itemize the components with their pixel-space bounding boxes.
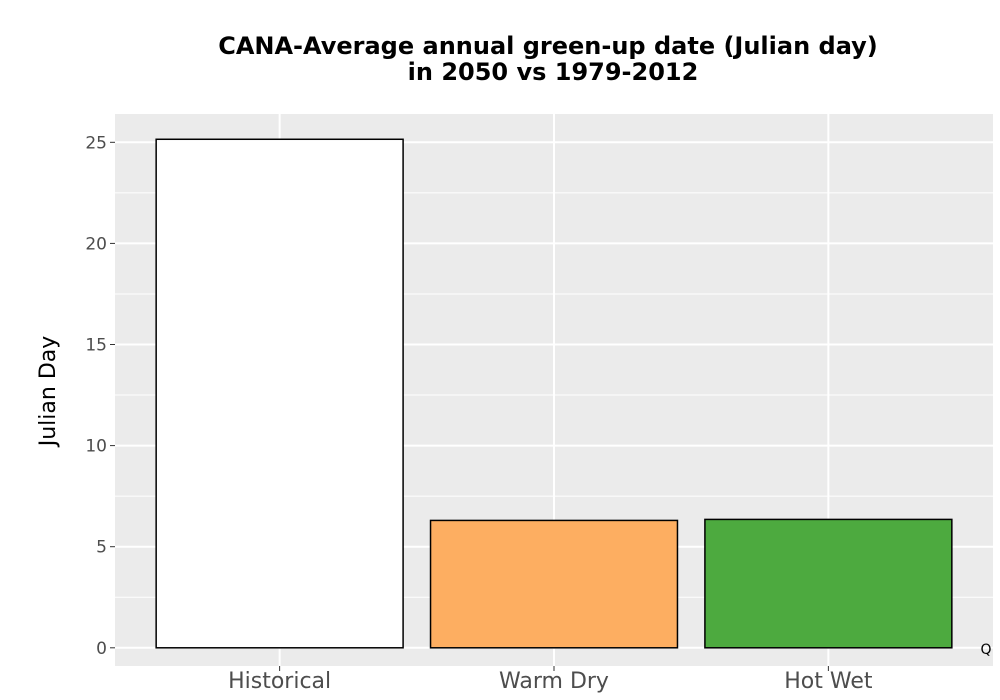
bar-historical <box>155 138 404 649</box>
y-tick-label: 25 <box>85 133 107 153</box>
y-tick-label: 20 <box>85 234 107 254</box>
x-axis-ticks: Historical Warm Dry Hot Wet <box>228 666 873 694</box>
x-tick-label: Hot Wet <box>784 669 873 694</box>
bars <box>155 138 953 649</box>
y-axis-label: Julian Day <box>36 336 61 449</box>
x-tick-label: Warm Dry <box>499 669 609 694</box>
chart-title-line-1: CANA-Average annual green-up date (Julia… <box>218 32 878 60</box>
y-tick-label: 10 <box>85 437 107 457</box>
y-axis-ticks: 0 5 10 15 20 25 <box>85 133 115 659</box>
chart-title-line-2: in 2050 vs 1979-2012 <box>408 58 699 86</box>
x-tick-label: Historical <box>228 669 331 694</box>
bar-hot-wet <box>704 518 953 649</box>
y-tick-label: 5 <box>96 538 107 558</box>
corner-mark: Q <box>980 642 991 658</box>
y-tick-label: 15 <box>85 336 107 356</box>
bar-warm-dry <box>429 519 679 649</box>
y-tick-label: 0 <box>96 639 107 659</box>
